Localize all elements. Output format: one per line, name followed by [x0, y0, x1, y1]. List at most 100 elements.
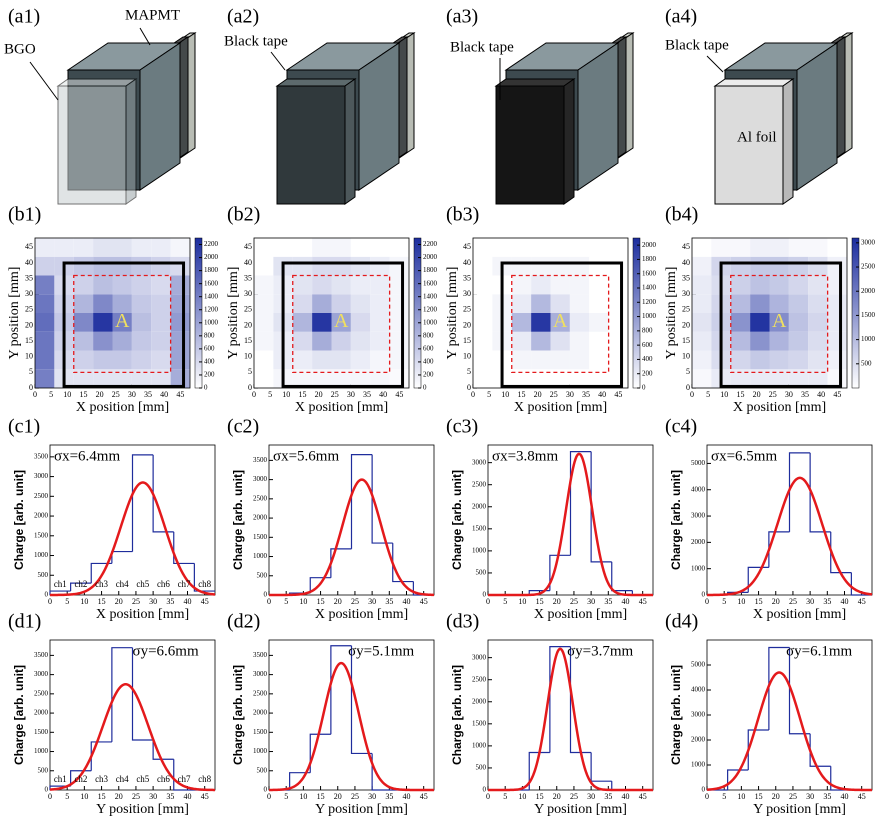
- cover-face: [496, 86, 564, 204]
- cover-face: [345, 79, 355, 204]
- heatmap-cell: [692, 238, 711, 257]
- colorbar-tick-label: 400: [642, 355, 653, 363]
- panel-label: (b4): [665, 204, 698, 226]
- y-axis-label: Charge [arb. unit]: [669, 470, 683, 570]
- x-tick-label: 10: [299, 597, 307, 606]
- heatmap-cell: [731, 257, 750, 276]
- heatmap-cell: [254, 351, 273, 370]
- heatmap-cell: [609, 276, 628, 295]
- y-tick-label: 35: [244, 273, 252, 282]
- y-tick-label: 0: [686, 383, 690, 392]
- x-tick-label: 5: [284, 792, 288, 801]
- heatmap-cell: [750, 257, 769, 276]
- channel-label: ch8: [198, 579, 211, 589]
- x-tick-label: 10: [299, 792, 307, 801]
- heatmap-cell: [570, 238, 589, 257]
- heatmap-cell: [473, 351, 492, 370]
- x-tick-label: 40: [841, 792, 849, 801]
- histogram-bin: [831, 532, 852, 573]
- heatmap-cell: [132, 276, 151, 295]
- heatmap-cell: [731, 276, 750, 295]
- x-tick-label: 10: [720, 390, 728, 399]
- x-tick-label: 45: [858, 597, 866, 606]
- heatmap-cell: [351, 351, 370, 370]
- colorbar-tick-label: 0: [423, 384, 427, 392]
- channel-label: ch2: [74, 579, 87, 589]
- heatmap-cell: [692, 369, 711, 388]
- x-tick-label: 0: [33, 390, 37, 399]
- y-tick-label: 3000: [472, 458, 487, 466]
- colorbar-tick-label: 2000: [861, 287, 876, 295]
- heatmap-cell: [390, 332, 409, 351]
- x-axis-label: X position [mm]: [315, 607, 408, 622]
- heatmap-cell: [789, 332, 808, 351]
- heatmap-cell: [254, 332, 273, 351]
- heatmap-cell: [332, 276, 351, 295]
- heatmap-cell: [531, 276, 550, 295]
- x-tick-label: 35: [385, 792, 393, 801]
- histogram-bin: [612, 562, 633, 591]
- y-tick-label: 5: [686, 367, 690, 376]
- heatmap-cell: [332, 332, 351, 351]
- y-tick-label: 5000: [691, 459, 706, 467]
- x-tick-label: 0: [690, 390, 694, 399]
- heatmap-cell: [789, 294, 808, 313]
- x-tick-label: 40: [403, 597, 411, 606]
- annotation: Black tape: [450, 39, 514, 55]
- x-tick-label: 30: [368, 792, 376, 801]
- y-tick-label: 2000: [472, 697, 487, 705]
- heatmap-cell: [151, 257, 170, 276]
- y-tick-label: 0: [483, 591, 487, 599]
- heatmap-cell: [293, 294, 312, 313]
- x-tick-label: 45: [614, 390, 622, 399]
- y-tick-label: 5000: [691, 661, 706, 669]
- y-tick-label: 2500: [472, 675, 487, 683]
- x-tick-label: 5: [722, 792, 726, 801]
- colorbar-tick-label: 800: [423, 331, 434, 339]
- colorbar-tick-label: 1000: [861, 335, 876, 343]
- y-tick-label: 2500: [253, 494, 268, 502]
- y-tick-label: 10: [244, 352, 252, 361]
- y-tick-label: 1500: [472, 719, 487, 727]
- panel-label: (d2): [227, 611, 260, 633]
- heatmap-cell: [512, 294, 531, 313]
- x-tick-label: 40: [841, 597, 849, 606]
- heatmap-cell: [113, 238, 132, 257]
- heatmap-cell: [35, 276, 54, 295]
- x-tick-label: 40: [184, 792, 192, 801]
- leader-line: [30, 62, 58, 100]
- channel-label: ch5: [136, 579, 149, 589]
- y-tick-label: 4000: [691, 686, 706, 694]
- colorbar: [195, 238, 202, 388]
- cover-face: [126, 79, 136, 204]
- x-tick-label: 30: [128, 390, 136, 399]
- heatmap-cell: [370, 276, 389, 295]
- x-tick-label: 20: [753, 390, 761, 399]
- heatmap-cell: [512, 276, 531, 295]
- colorbar-tick-label: 600: [204, 344, 215, 352]
- y-tick-label: 25: [682, 305, 690, 314]
- x-tick-label: 30: [587, 792, 595, 801]
- x-tick-label: 0: [471, 390, 475, 399]
- x-tick-label: 20: [772, 597, 780, 606]
- y-tick-label: 10: [463, 352, 471, 361]
- heatmap-cell: [551, 332, 570, 351]
- histogram-bin: [112, 552, 133, 564]
- x-axis-label: X position [mm]: [76, 400, 169, 415]
- y-tick-label: 0: [248, 383, 252, 392]
- x-axis-label: X position [mm]: [753, 607, 846, 622]
- heatmap-cell: [808, 351, 827, 370]
- x-tick-label: 15: [536, 597, 544, 606]
- heatmap-cell: [332, 238, 351, 257]
- x-tick-label: 30: [368, 597, 376, 606]
- colorbar-tick-label: 200: [423, 371, 434, 379]
- heatmap-cell: [312, 313, 331, 332]
- x-tick-label: 25: [570, 597, 578, 606]
- heatmap-cell: [770, 238, 789, 257]
- heatmap-cell: [132, 332, 151, 351]
- histogram-bin: [529, 753, 550, 791]
- heatmap-cell: [293, 276, 312, 295]
- center-label: A: [553, 310, 568, 332]
- y-tick-label: 1500: [34, 728, 49, 736]
- y-tick-label: 40: [463, 258, 471, 267]
